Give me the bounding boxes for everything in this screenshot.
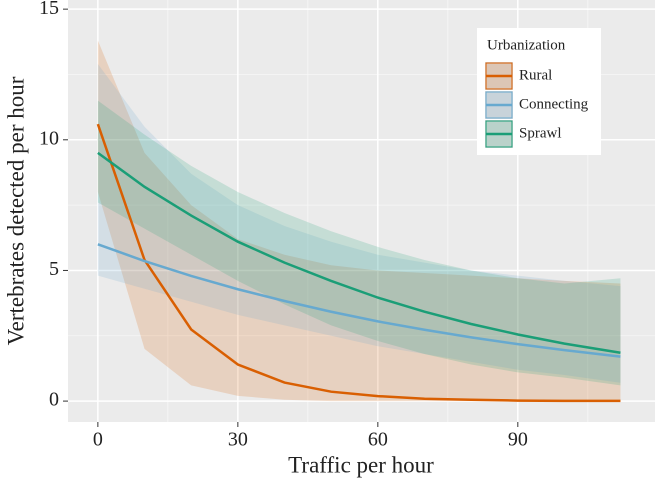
legend-title: Urbanization	[487, 37, 566, 53]
legend-label: Rural	[519, 67, 552, 83]
x-axis-title: Traffic per hour	[288, 452, 434, 477]
confidence-band	[97, 64, 621, 383]
confidence-band	[97, 40, 621, 402]
y-tick-label: 5	[49, 258, 59, 280]
y-axis-title: Vertebrates detected per hour	[3, 76, 28, 345]
x-tick-label: 30	[228, 429, 248, 451]
y-tick-label: 15	[39, 0, 59, 19]
line	[97, 243, 621, 358]
confidence-band	[97, 100, 621, 386]
legend-label: Sprawl	[519, 125, 562, 141]
x-tick-label: 60	[368, 429, 388, 451]
x-tick-label: 90	[508, 429, 528, 451]
y-tick-label: 10	[39, 127, 59, 149]
line	[96, 123, 621, 403]
legend-label: Connecting	[519, 96, 589, 112]
line	[97, 151, 621, 354]
x-tick-label: 0	[93, 429, 103, 451]
y-tick-label: 0	[49, 389, 59, 411]
